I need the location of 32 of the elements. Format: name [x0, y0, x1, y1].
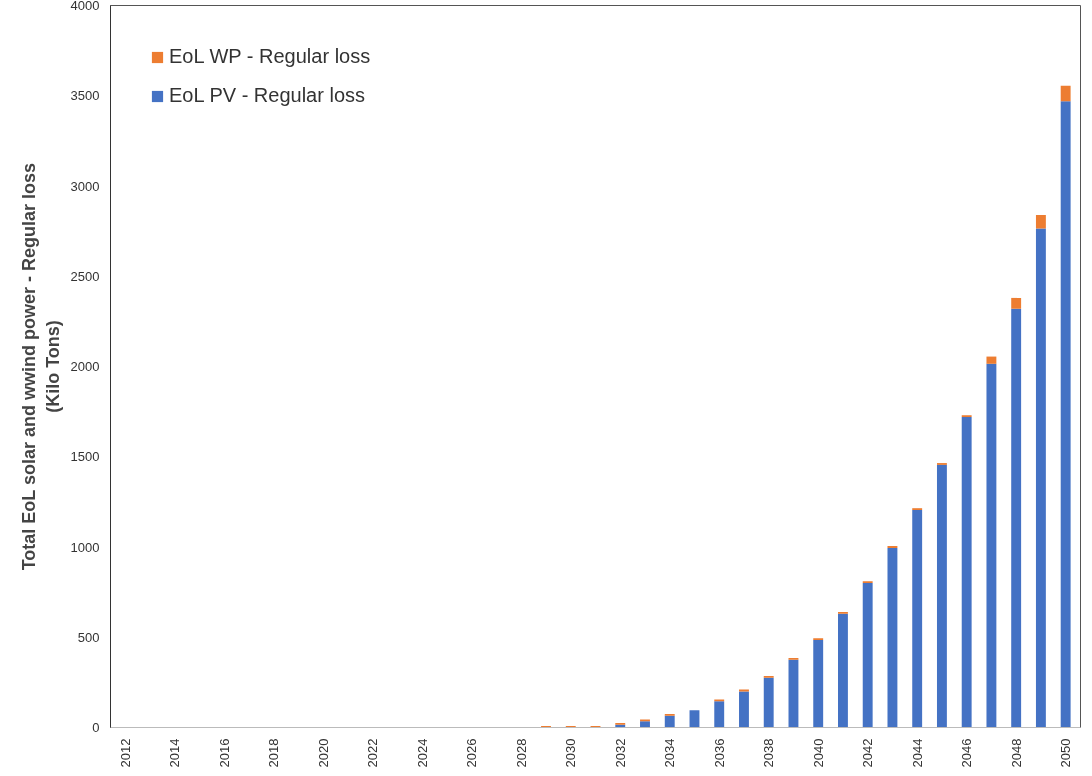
legend-label: EoL WP - Regular loss — [169, 45, 371, 68]
y-tick-label: 0 — [92, 720, 100, 735]
x-tick-label: 2014 — [167, 738, 183, 768]
x-tick-label: 2018 — [266, 738, 282, 768]
x-tick-label: 2042 — [860, 738, 876, 768]
x-tick-label: 2012 — [117, 738, 133, 768]
legend-label: EoL PV - Regular loss — [169, 84, 366, 107]
x-tick-label: 2024 — [414, 738, 430, 768]
x-tick-label: 2048 — [1008, 738, 1024, 768]
x-tick-label: 2046 — [959, 738, 975, 768]
y-tick-label: 3500 — [70, 88, 100, 104]
x-tick-label: 2038 — [761, 738, 777, 768]
x-tick-label: 2032 — [612, 738, 628, 768]
x-tick-label: 2036 — [711, 738, 727, 768]
x-tick-label: 2020 — [315, 738, 331, 768]
y-tick-label: 500 — [77, 629, 100, 645]
x-tick-label: 2028 — [513, 738, 529, 768]
x-tick-label: 2044 — [909, 738, 925, 768]
y-tick-label: 1500 — [70, 449, 100, 465]
x-tick-label: 2050 — [1058, 738, 1074, 768]
y-tick-label: 4000 — [70, 0, 100, 13]
x-tick-label: 2034 — [662, 738, 678, 768]
y-tick-label: 1000 — [70, 539, 100, 555]
x-tick-label: 2030 — [563, 738, 579, 768]
y-tick-label: 3000 — [70, 178, 100, 194]
x-tick-label: 2040 — [810, 738, 826, 768]
y-tick-label: 2500 — [70, 268, 100, 284]
x-tick-label: 2016 — [216, 738, 232, 768]
x-tick-label: 2022 — [365, 738, 381, 768]
y-tick-label: 2000 — [70, 359, 100, 374]
x-tick-label: 2026 — [464, 738, 480, 768]
y-axis-title: Total EoL solar and wwind power - Regular loss (Kilo Tons) — [18, 162, 63, 571]
